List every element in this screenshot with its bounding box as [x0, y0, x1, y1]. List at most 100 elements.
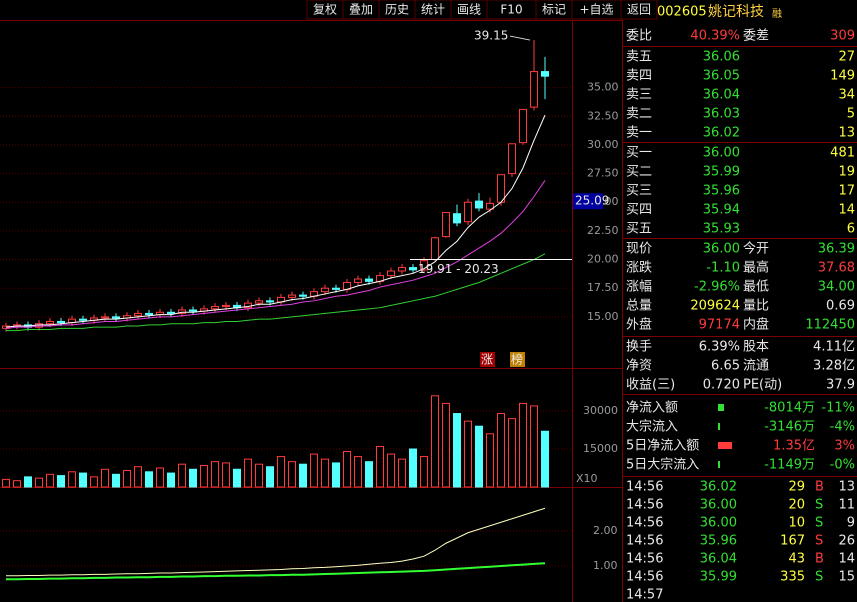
candle-body	[211, 306, 219, 310]
quote-text: S	[815, 498, 823, 513]
ma-line	[6, 253, 546, 332]
volume-bar	[189, 468, 197, 488]
volume-bar	[332, 462, 340, 488]
quote-text: 最低	[743, 280, 769, 295]
quote-text: 总量	[626, 299, 652, 314]
quote-text: 量比	[743, 299, 769, 314]
quote-text: 6.39%	[699, 340, 740, 355]
quote-text: 外盘	[626, 317, 652, 333]
quote-text: S	[815, 534, 823, 549]
quote-text: 26	[838, 534, 855, 549]
range-label: 19.91 - 20.23	[418, 262, 499, 276]
quote-text: 36.00	[700, 516, 737, 531]
toolbar-label[interactable]: 画线	[457, 3, 481, 17]
quote-text: 19	[838, 165, 855, 180]
quote-text: 36.06	[703, 50, 740, 65]
quote-text: 卖一	[626, 126, 652, 141]
candle-body	[453, 213, 461, 224]
candle-body	[354, 278, 362, 283]
quote-text: 涨幅	[626, 280, 652, 295]
volume-bar	[277, 456, 285, 488]
quote-text: 34	[838, 88, 855, 103]
quote-text: 卖二	[626, 107, 652, 122]
volume-bar	[464, 420, 472, 488]
flow-indicator	[718, 442, 732, 449]
quote-text: 6	[847, 222, 855, 237]
indicator-line	[6, 562, 546, 581]
quote-text: 15	[838, 570, 855, 585]
quote-text: 内盘	[743, 317, 769, 333]
volume-bar	[266, 466, 274, 488]
y-tick-label: 30.00	[587, 138, 619, 151]
toolbar-label[interactable]: 标记	[542, 3, 566, 17]
y-tick-label: 17.50	[587, 281, 619, 294]
toolbar-label[interactable]: 复权	[313, 3, 337, 17]
volume-bar	[409, 448, 417, 488]
quote-text: 35.93	[703, 222, 740, 237]
quote-text: 335	[780, 570, 805, 585]
toolbar-label[interactable]: 历史	[385, 3, 409, 17]
volume-bar	[145, 471, 153, 488]
quote-text: -1149万	[764, 458, 815, 473]
quote-text: 29	[788, 480, 805, 495]
volume-bar	[508, 418, 516, 488]
quote-text: 112450	[805, 318, 855, 333]
volume-bar	[519, 402, 527, 488]
quote-text: 36.00	[703, 242, 740, 257]
candle-body	[508, 143, 516, 175]
volume-bar	[24, 476, 32, 488]
quote-text: 36.00	[703, 146, 740, 161]
quote-text: 20	[788, 498, 805, 513]
quote-text: 149	[830, 69, 855, 84]
quote-text: 35.96	[703, 184, 740, 199]
quote-text: 36.39	[818, 242, 855, 257]
quote-text: 股本	[743, 340, 769, 355]
y-tick-label: 27.50	[587, 167, 619, 180]
volume-bar	[244, 458, 252, 488]
volume-bar	[178, 463, 186, 488]
volume-bar	[13, 480, 21, 488]
quote-text: 309	[830, 29, 855, 44]
volume-bar	[200, 464, 208, 488]
quote-text: 买一	[626, 146, 652, 161]
volume-bar	[354, 456, 362, 488]
ma-line	[5, 180, 546, 329]
quote-text: 5	[847, 107, 855, 122]
volume-bar	[541, 430, 549, 488]
margin-badge: 融	[772, 8, 782, 20]
quote-text: 167	[780, 534, 805, 549]
candle-body	[409, 267, 417, 271]
candle-body	[112, 316, 120, 319]
quote-text: 现价	[626, 242, 652, 257]
volume-bar	[211, 461, 219, 488]
quote-text: 净流入额	[626, 401, 678, 416]
current-price-box	[573, 193, 603, 210]
quote-text: 买三	[626, 184, 652, 199]
volume-bar	[123, 470, 131, 488]
quote-text: 收益(三)	[626, 378, 675, 393]
volume-bar	[2, 478, 10, 488]
toolbar-label[interactable]: 返回	[627, 3, 651, 17]
y-tick-label: 15.00	[587, 310, 619, 323]
quote-text: 14	[838, 203, 855, 218]
volume-bar	[475, 425, 483, 488]
candle-body	[442, 212, 450, 238]
quote-text: 37.9	[826, 378, 855, 393]
toolbar-label[interactable]: 叠加	[349, 3, 373, 17]
toolbar-label[interactable]: F10	[500, 3, 522, 17]
candle-body	[321, 287, 329, 293]
quote-text: 净资	[626, 359, 652, 374]
candle-body	[387, 270, 395, 277]
toolbar-button[interactable]	[620, 0, 658, 20]
candle-body	[266, 300, 274, 303]
high-label: 39.15	[474, 29, 508, 43]
quote-text: 最高	[743, 260, 769, 276]
quote-text: 委差	[743, 29, 769, 44]
toolbar-label[interactable]: 统计	[421, 3, 445, 17]
quote-text: 委比	[626, 29, 652, 44]
flow-indicator	[718, 461, 720, 468]
toolbar-label[interactable]: +自选	[579, 3, 613, 17]
quote-text: 14:56	[626, 534, 663, 549]
volume-bar	[431, 395, 439, 488]
